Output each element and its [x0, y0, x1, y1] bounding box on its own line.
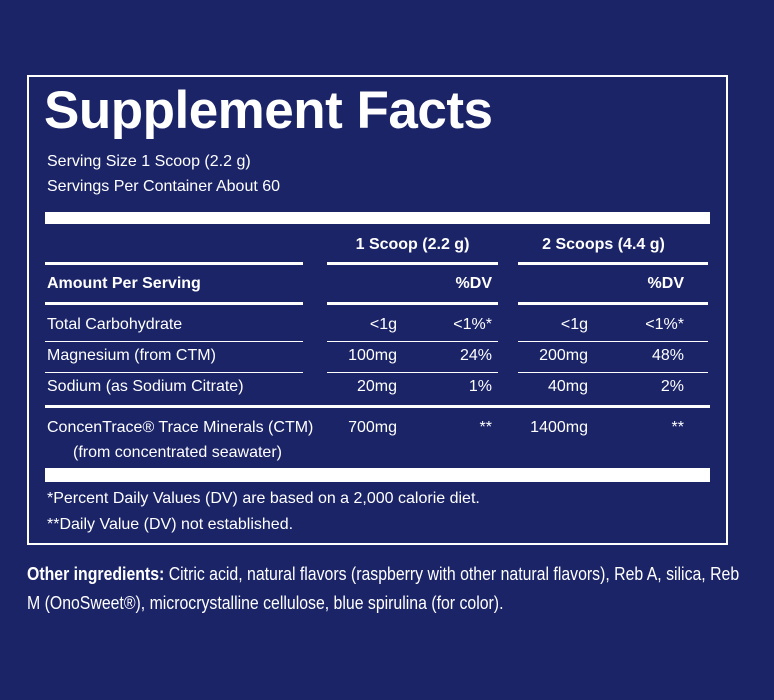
thick-bar: [45, 212, 710, 224]
nutrient-value: 2%: [660, 378, 684, 395]
rule: [327, 302, 498, 305]
footnote: **Daily Value (DV) not established.: [47, 516, 294, 533]
nutrient-value: 40mg: [547, 378, 588, 395]
nutrient-value: 1%: [468, 378, 492, 395]
rule: [327, 262, 498, 265]
nutrient-name: Sodium (as Sodium Citrate): [47, 378, 244, 395]
nutrient-value: 20mg: [356, 378, 397, 395]
ctm-value: **: [671, 419, 684, 436]
title: Supplement Facts: [44, 81, 493, 140]
other-ingredients: Other ingredients: Citric acid, natural …: [27, 560, 749, 618]
ctm-value: 700mg: [348, 419, 397, 436]
footnote: *Percent Daily Values (DV) are based on …: [47, 490, 480, 507]
amount-header: Amount Per Serving: [47, 275, 201, 292]
nutrient-value: <1g: [560, 316, 588, 333]
nutrient-name: Magnesium (from CTM): [47, 347, 216, 364]
nutrient-name: Total Carbohydrate: [47, 316, 183, 333]
row-rule: [327, 372, 498, 373]
ctm-value: **: [479, 419, 492, 436]
nutrient-value: 100mg: [348, 347, 397, 364]
facts-border: [27, 75, 728, 545]
row-rule: [327, 341, 498, 342]
other-ingredients-label: Other ingredients:: [27, 564, 165, 584]
nutrient-value: <1%*: [645, 316, 684, 333]
row-rule: [518, 341, 708, 342]
nutrient-value: 200mg: [539, 347, 588, 364]
serving-size: Serving Size 1 Scoop (2.2 g): [47, 153, 251, 170]
servings-per-container: Servings Per Container About 60: [47, 178, 281, 195]
row-rule: [45, 372, 303, 373]
nutrient-value: <1g: [369, 316, 397, 333]
other-ingredients-text: Citric acid, natural flavors (raspberry …: [27, 564, 740, 613]
row-rule: [518, 372, 708, 373]
ctm-value: 1400mg: [530, 419, 588, 436]
rule: [518, 302, 708, 305]
column-header: 2 Scoops (4.4 g): [542, 236, 665, 253]
rule: [45, 262, 303, 265]
nutrient-value: <1%*: [453, 316, 492, 333]
ctm-name: ConcenTrace® Trace Minerals (CTM): [47, 419, 314, 436]
row-rule: [45, 341, 303, 342]
nutrient-value: 48%: [651, 347, 684, 364]
rule: [518, 262, 708, 265]
thick-bar: [45, 468, 710, 482]
column-header: 1 Scoop (2.2 g): [355, 236, 470, 253]
nutrient-value: 24%: [459, 347, 492, 364]
rule: [45, 405, 710, 408]
ctm-source: (from concentrated seawater): [73, 444, 282, 461]
dv-header: %DV: [647, 275, 684, 292]
dv-header: %DV: [455, 275, 492, 292]
rule: [45, 302, 303, 305]
